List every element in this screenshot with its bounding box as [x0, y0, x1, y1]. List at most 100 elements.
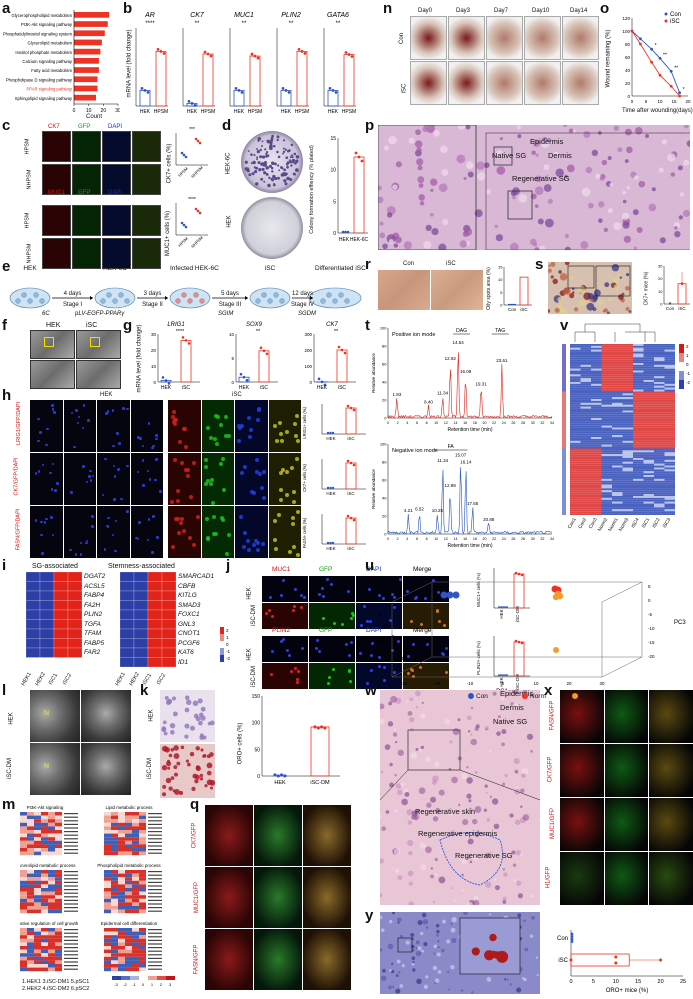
- cell: [544, 218, 554, 228]
- heat-cell: [132, 964, 139, 968]
- heat-cell: [654, 349, 665, 352]
- heat-cell: [591, 383, 602, 386]
- cell: [587, 292, 594, 300]
- cell-dot: [300, 647, 304, 651]
- heat-cell: [664, 412, 675, 415]
- colony: [256, 147, 259, 150]
- heat-cell: [570, 414, 581, 417]
- heat-cell: [53, 638, 69, 649]
- heat-cell: [664, 372, 675, 375]
- scale-swatch: [679, 362, 684, 371]
- col-label-c-top-2: DAPI: [108, 124, 123, 130]
- heat-cell: [132, 851, 139, 856]
- cell: [550, 275, 554, 279]
- cell: [338, 292, 344, 298]
- arrow-head-2: [245, 296, 248, 300]
- heat-cell: [139, 815, 146, 820]
- cell: [555, 168, 564, 177]
- q-row-label-0: CK7/GFP: [191, 822, 198, 849]
- cell-dot: [215, 442, 220, 447]
- heat-cell: [622, 488, 633, 491]
- pc3-tick: 0: [648, 598, 651, 603]
- heat-cell: [34, 848, 41, 852]
- heat-cell: [664, 364, 675, 367]
- heat-cell: [601, 357, 612, 360]
- x-tick-label: 18: [473, 421, 477, 425]
- point: [140, 87, 144, 90]
- heat-cell: [125, 935, 132, 939]
- cell: [432, 900, 436, 904]
- heat-cell: [570, 370, 581, 373]
- heat-cell: [643, 418, 654, 420]
- cell: [564, 262, 570, 266]
- heat-cell: [55, 895, 62, 899]
- point: [337, 345, 341, 349]
- heat-cell: [591, 420, 602, 422]
- panel-c-label: c: [2, 117, 11, 134]
- heat-cell: [20, 819, 27, 823]
- row-annotation: [562, 448, 566, 515]
- panel-h-title-isc: iSC: [232, 392, 242, 398]
- cell: [495, 234, 503, 242]
- heat-cell: [119, 581, 135, 592]
- cell: [438, 789, 445, 796]
- gene-name-line: [64, 823, 78, 825]
- heat-cell: [570, 499, 581, 502]
- heat-cell: [633, 463, 644, 466]
- heat-cell: [601, 402, 612, 405]
- annotation-epidermis: Epidermis: [530, 137, 564, 146]
- zoom-box: [407, 729, 461, 771]
- heat-cell: [118, 833, 125, 838]
- point: [517, 640, 521, 644]
- cell: [540, 139, 550, 148]
- y-label: Relative abundance: [372, 469, 376, 509]
- cell-dot: [300, 605, 304, 609]
- heat-cell: [664, 382, 675, 384]
- y-tick-label: 200: [304, 348, 312, 353]
- pc1-tick: -20: [434, 681, 441, 686]
- lipid-droplet: [191, 786, 196, 792]
- colony: [271, 170, 274, 173]
- cell: [412, 961, 415, 964]
- cell-dot: [413, 597, 417, 601]
- cell-dot: [138, 521, 141, 524]
- heat-cell: [20, 949, 27, 954]
- heat-cell: [643, 454, 654, 457]
- j-col-top-2: DAPI: [366, 566, 382, 573]
- cell-dot: [291, 545, 296, 550]
- cell-dot: [296, 670, 300, 674]
- panel-e-workflow: [9, 287, 362, 309]
- heat-cell: [580, 366, 591, 369]
- heat-cell: [55, 935, 62, 939]
- gene-name-line: [148, 939, 162, 941]
- heat-cell: [118, 902, 125, 906]
- heat-cell: [622, 395, 633, 398]
- heat-cell: [643, 408, 654, 411]
- heat-cell: [570, 454, 581, 457]
- cell: [591, 149, 599, 157]
- heat-cell: [132, 812, 139, 816]
- y-tick-label: 300: [304, 332, 312, 337]
- heat-cell: [622, 435, 633, 438]
- cell-dot: [267, 609, 271, 613]
- micrograph-h-0-3: [130, 400, 163, 452]
- heat-cell: [591, 488, 602, 491]
- cell: [485, 792, 488, 795]
- cell-dot: [136, 537, 140, 541]
- cell: [383, 145, 390, 151]
- heat-cell: [39, 609, 55, 620]
- cell: [530, 749, 533, 753]
- cell-dot: [186, 474, 191, 479]
- heat-cell: [34, 953, 41, 957]
- heat-cell: [622, 473, 633, 476]
- heat-cell: [125, 840, 132, 845]
- heat-cell: [643, 357, 654, 360]
- cell: [469, 860, 473, 864]
- cell: [531, 150, 536, 156]
- heat-cell: [591, 509, 602, 512]
- group-label: iSC: [338, 385, 346, 391]
- heat-cell: [570, 433, 581, 436]
- cell: [529, 934, 534, 938]
- heat-cell: [612, 492, 623, 495]
